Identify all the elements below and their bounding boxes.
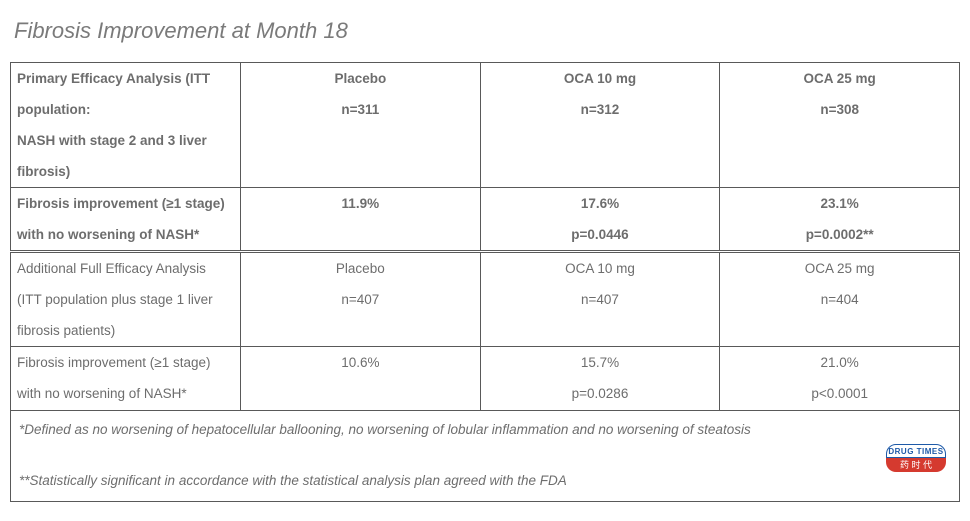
data-cell: 23.1%p=0.0002** (720, 188, 960, 252)
cell-line: n=311 (241, 94, 480, 125)
cell-line: 23.1% (720, 188, 959, 219)
data-cell: OCA 10 mgn=312 (480, 63, 720, 188)
cell-line: OCA 10 mg (481, 253, 720, 284)
row-label-cell: Fibrosis improvement (≥1 stage)with no w… (11, 188, 241, 252)
cell-line: 10.6% (241, 347, 480, 378)
efficacy-table: Primary Efficacy Analysis (ITTpopulation… (10, 62, 960, 502)
cell-line: with no worsening of NASH* (17, 219, 240, 250)
cell-line: OCA 25 mg (720, 253, 959, 284)
cell-line: Placebo (241, 63, 480, 94)
table-row: Fibrosis improvement (≥1 stage)with no w… (11, 188, 960, 252)
cell-line: population: (17, 94, 240, 125)
footnote-row: *Defined as no worsening of hepatocellul… (11, 410, 960, 502)
cell-line: OCA 25 mg (720, 63, 959, 94)
cell-line: p=0.0446 (481, 219, 720, 250)
data-cell: Placebon=311 (241, 63, 481, 188)
cell-line: 21.0% (720, 347, 959, 378)
cell-line: n=404 (720, 284, 959, 315)
cell-line: fibrosis patients) (17, 315, 240, 346)
page-title: Fibrosis Improvement at Month 18 (14, 18, 960, 44)
cell-line: n=407 (241, 284, 480, 315)
footnote-line: **Statistically significant in accordanc… (19, 468, 951, 494)
cell-line: NASH with stage 2 and 3 liver (17, 125, 240, 156)
data-cell: OCA 25 mgn=404 (720, 252, 960, 347)
cell-line: Fibrosis improvement (≥1 stage) (17, 347, 240, 378)
table-row: Primary Efficacy Analysis (ITTpopulation… (11, 63, 960, 188)
footnote-line (19, 442, 951, 468)
footnote-cell: *Defined as no worsening of hepatocellul… (11, 410, 960, 502)
data-cell: 21.0%p<0.0001 (720, 347, 960, 410)
data-cell: 17.6%p=0.0446 (480, 188, 720, 252)
cell-line: n=407 (481, 284, 720, 315)
cell-line: Placebo (241, 253, 480, 284)
data-cell: 11.9% (241, 188, 481, 252)
data-cell: OCA 25 mgn=308 (720, 63, 960, 188)
cell-line: (ITT population plus stage 1 liver (17, 284, 240, 315)
cell-line: p=0.0002** (720, 219, 959, 250)
row-label-cell: Fibrosis improvement (≥1 stage)with no w… (11, 347, 241, 410)
row-label-cell: Primary Efficacy Analysis (ITTpopulation… (11, 63, 241, 188)
row-label-cell: Additional Full Efficacy Analysis(ITT po… (11, 252, 241, 347)
cell-line: Primary Efficacy Analysis (ITT (17, 63, 240, 94)
cell-line: n=308 (720, 94, 959, 125)
cell-line: OCA 10 mg (481, 63, 720, 94)
cell-line: Fibrosis improvement (≥1 stage) (17, 188, 240, 219)
cell-line: Additional Full Efficacy Analysis (17, 253, 240, 284)
table-row: Fibrosis improvement (≥1 stage)with no w… (11, 347, 960, 410)
data-cell: OCA 10 mgn=407 (480, 252, 720, 347)
cell-line: n=312 (481, 94, 720, 125)
cell-line: with no worsening of NASH* (17, 378, 240, 409)
cell-line: p=0.0286 (481, 378, 720, 409)
cell-line: 17.6% (481, 188, 720, 219)
cell-line: p<0.0001 (720, 378, 959, 409)
cell-line: 11.9% (241, 188, 480, 219)
cell-line: fibrosis) (17, 156, 240, 187)
footnote-line: *Defined as no worsening of hepatocellul… (19, 417, 951, 443)
data-cell: 15.7%p=0.0286 (480, 347, 720, 410)
table-row: Additional Full Efficacy Analysis(ITT po… (11, 252, 960, 347)
data-cell: 10.6% (241, 347, 481, 410)
data-cell: Placebon=407 (241, 252, 481, 347)
cell-line: 15.7% (481, 347, 720, 378)
